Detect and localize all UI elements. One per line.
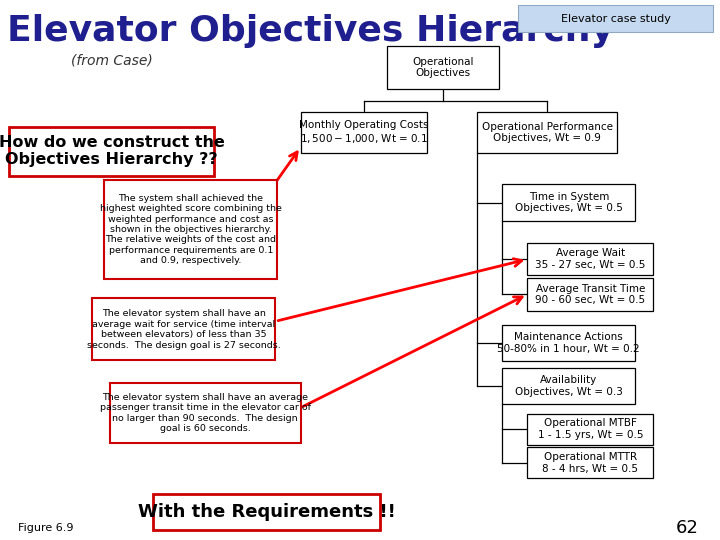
Text: Maintenance Actions
50-80% in 1 hour, Wt = 0.2: Maintenance Actions 50-80% in 1 hour, Wt… [498, 332, 640, 354]
Text: Operational Performance
Objectives, Wt = 0.9: Operational Performance Objectives, Wt =… [482, 122, 613, 143]
FancyBboxPatch shape [527, 278, 654, 310]
FancyBboxPatch shape [387, 46, 498, 89]
Text: Operational MTTR
8 - 4 hrs, Wt = 0.5: Operational MTTR 8 - 4 hrs, Wt = 0.5 [542, 452, 639, 474]
Text: 62: 62 [675, 519, 698, 537]
Text: Elevator Objectives Hierarchy: Elevator Objectives Hierarchy [7, 14, 614, 48]
Text: The system shall achieved the
highest weighted score combining the
weighted perf: The system shall achieved the highest we… [100, 194, 282, 265]
Text: Operational
Objectives: Operational Objectives [412, 57, 474, 78]
FancyBboxPatch shape [527, 447, 654, 478]
FancyBboxPatch shape [503, 368, 636, 404]
FancyBboxPatch shape [503, 325, 636, 361]
Text: How do we construct the
Objectives Hierarchy ??: How do we construct the Objectives Hiera… [0, 135, 225, 167]
Text: Operational MTBF
1 - 1.5 yrs, Wt = 0.5: Operational MTBF 1 - 1.5 yrs, Wt = 0.5 [538, 418, 643, 440]
FancyBboxPatch shape [92, 298, 275, 361]
FancyBboxPatch shape [109, 383, 301, 443]
FancyBboxPatch shape [9, 127, 215, 176]
FancyBboxPatch shape [503, 184, 636, 221]
Text: Average Wait
35 - 27 sec, Wt = 0.5: Average Wait 35 - 27 sec, Wt = 0.5 [535, 248, 646, 270]
FancyBboxPatch shape [527, 243, 654, 275]
Text: (from Case): (from Case) [71, 54, 153, 68]
FancyBboxPatch shape [527, 414, 654, 445]
FancyBboxPatch shape [104, 179, 277, 280]
Text: The elevator system shall have an average
passenger transit time in the elevator: The elevator system shall have an averag… [99, 393, 311, 433]
FancyBboxPatch shape [153, 494, 380, 530]
Text: Figure 6.9: Figure 6.9 [18, 523, 73, 533]
FancyBboxPatch shape [477, 112, 618, 152]
Text: Availability
Objectives, Wt = 0.3: Availability Objectives, Wt = 0.3 [515, 375, 623, 397]
FancyBboxPatch shape [518, 5, 713, 32]
Text: Monthly Operating Costs
$1,500 - $1,000, Wt = 0.1: Monthly Operating Costs $1,500 - $1,000,… [299, 120, 428, 145]
Text: With the Requirements !!: With the Requirements !! [138, 503, 395, 521]
Text: Elevator case study: Elevator case study [561, 14, 670, 24]
Text: Time in System
Objectives, Wt = 0.5: Time in System Objectives, Wt = 0.5 [515, 192, 623, 213]
Text: Average Transit Time
90 - 60 sec, Wt = 0.5: Average Transit Time 90 - 60 sec, Wt = 0… [536, 284, 645, 305]
Text: The elevator system shall have an
average wait for service (time interval
betwee: The elevator system shall have an averag… [86, 309, 281, 349]
FancyBboxPatch shape [301, 112, 426, 152]
